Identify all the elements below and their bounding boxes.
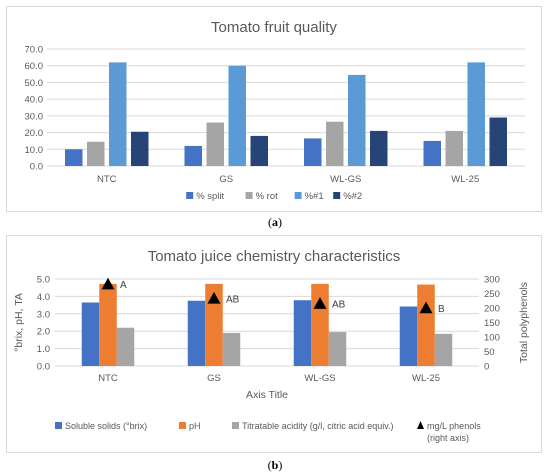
chart-b-y2-tick-label: 50 — [484, 347, 495, 358]
chart-a-bar — [489, 117, 507, 166]
chart-a-y-tick-label: 60.0 — [25, 61, 44, 72]
chart-b-y-axis-title: °brix, pH, TA — [13, 293, 25, 352]
chart-a-bar — [467, 62, 485, 166]
chart-a-legend-label: % rot — [256, 191, 279, 202]
chart-b-phenol-marker — [101, 277, 115, 290]
chart-a-legend-swatch — [186, 192, 194, 199]
chart-a-y-tick-label: 70.0 — [25, 45, 44, 56]
chart-a-y-tick-label: 50.0 — [25, 78, 44, 89]
chart-b-legend-marker — [417, 421, 424, 429]
juice-chemistry-chart: Tomato juice chemistry characteristics 0.… — [13, 248, 530, 443]
chart-a-bar — [206, 122, 224, 166]
chart-b-bar — [311, 283, 329, 366]
chart-a-bar — [250, 135, 268, 166]
chart-a-bar — [109, 62, 127, 166]
chart-a-bar — [348, 74, 366, 166]
chart-b-phenol-marker — [313, 297, 327, 309]
chart-b-y2-tick-label: 300 — [484, 275, 500, 286]
chart-b-bar — [417, 284, 435, 366]
chart-a-bar — [326, 121, 344, 166]
caption-a: (a) — [268, 215, 282, 229]
chart-a-title: Tomato fruit quality — [211, 19, 337, 36]
chart-b-phenol-marker — [207, 291, 221, 304]
chart-b-bar — [399, 306, 418, 366]
chart-b-bar — [99, 283, 117, 366]
chart-b-y-tick-label: 3.0 — [37, 309, 50, 320]
chart-a-bar — [445, 130, 463, 166]
chart-a-legend-swatch — [245, 192, 253, 199]
chart-b-bar — [116, 327, 135, 366]
chart-a-y-tick-label: 0.0 — [30, 162, 43, 173]
chart-b-y2-axis-title: Total polyphenols — [518, 282, 530, 363]
chart-b-legend-label: (right axis) — [427, 433, 469, 443]
chart-b-legend-label: mg/L phenols — [427, 421, 481, 431]
chart-a-bar — [65, 149, 83, 166]
chart-a-y-tick-label: 10.0 — [25, 145, 44, 156]
chart-a-legend-swatch — [333, 192, 341, 199]
chart-a-bar — [228, 65, 246, 166]
chart-b-bar — [81, 302, 100, 366]
fruit-quality-chart-panel: Tomato fruit quality 0.0 10.0 20.0 30.0 40.0 5… — [6, 6, 542, 212]
chart-b-legend-swatch — [55, 422, 62, 429]
chart-b-bar — [187, 300, 206, 366]
chart-b-x-tick-label: GS — [207, 373, 221, 384]
chart-b-bar — [434, 333, 453, 366]
chart-a-x-tick-label: GS — [219, 174, 233, 185]
juice-chemistry-chart-panel: Tomato juice chemistry characteristics 0.… — [6, 235, 542, 453]
chart-b-y2-tick-label: 200 — [484, 304, 500, 315]
chart-b-y-tick-label: 0.0 — [37, 362, 50, 373]
chart-b-marker-label: AB — [226, 294, 240, 305]
chart-a-x-tick-label: NTC — [97, 174, 117, 185]
chart-b-phenol-marker — [419, 301, 433, 314]
chart-b-y2-tick-label: 150 — [484, 318, 500, 329]
chart-a-bar — [304, 138, 322, 166]
chart-b-bar — [222, 332, 241, 366]
chart-b-x-tick-label: WL-GS — [304, 373, 335, 384]
chart-a-y-tick-label: 40.0 — [25, 95, 44, 106]
chart-b-marker-label: AB — [332, 300, 346, 311]
chart-b-marker-label: A — [120, 280, 127, 291]
chart-b-y-tick-label: 5.0 — [37, 275, 50, 286]
chart-b-marker-label: B — [438, 304, 445, 315]
chart-a-bar — [423, 140, 441, 166]
chart-b-x-axis-title: Axis Title — [246, 389, 288, 401]
chart-a-bar — [87, 141, 105, 166]
chart-a-bar — [370, 130, 388, 166]
chart-b-y2-tick-label: 250 — [484, 289, 500, 300]
chart-b-y-tick-label: 4.0 — [37, 292, 50, 303]
chart-a-bar — [131, 131, 149, 166]
chart-b-bar — [328, 332, 347, 366]
fruit-quality-chart: Tomato fruit quality 0.0 10.0 20.0 30.0 40.0 5… — [25, 19, 525, 202]
chart-b-y-tick-label: 1.0 — [37, 344, 50, 355]
chart-a-legend-label: % split — [196, 191, 224, 202]
caption-b: (b) — [267, 458, 283, 472]
chart-b-x-tick-label: WL-25 — [412, 373, 440, 384]
chart-a-x-tick-label: WL-GS — [330, 174, 361, 185]
chart-a-y-tick-label: 30.0 — [25, 111, 44, 122]
chart-a-legend-swatch — [294, 192, 302, 199]
chart-b-legend-swatch — [232, 422, 239, 429]
chart-b-y-tick-label: 2.0 — [37, 327, 50, 338]
chart-a-bar — [184, 145, 202, 166]
chart-a-legend-label: %#1 — [305, 191, 324, 202]
chart-a-y-tick-label: 20.0 — [25, 128, 44, 139]
chart-b-legend-label: Titratable acidity (g/l, citric acid equ… — [242, 421, 394, 431]
chart-b-title: Tomato juice chemistry characteristics — [148, 248, 401, 265]
chart-a-legend-label: %#2 — [343, 191, 362, 202]
chart-b-legend-label: pH — [189, 421, 201, 431]
chart-b-bar — [293, 300, 312, 366]
chart-b-legend-label: Soluble solids (°brix) — [65, 421, 147, 431]
chart-b-legend-swatch — [179, 422, 186, 429]
chart-b-y2-tick-label: 0 — [484, 362, 489, 373]
chart-b-bar — [205, 283, 223, 366]
chart-a-x-tick-label: WL-25 — [451, 174, 479, 185]
chart-b-x-tick-label: NTC — [98, 373, 118, 384]
chart-b-y2-tick-label: 100 — [484, 333, 500, 344]
